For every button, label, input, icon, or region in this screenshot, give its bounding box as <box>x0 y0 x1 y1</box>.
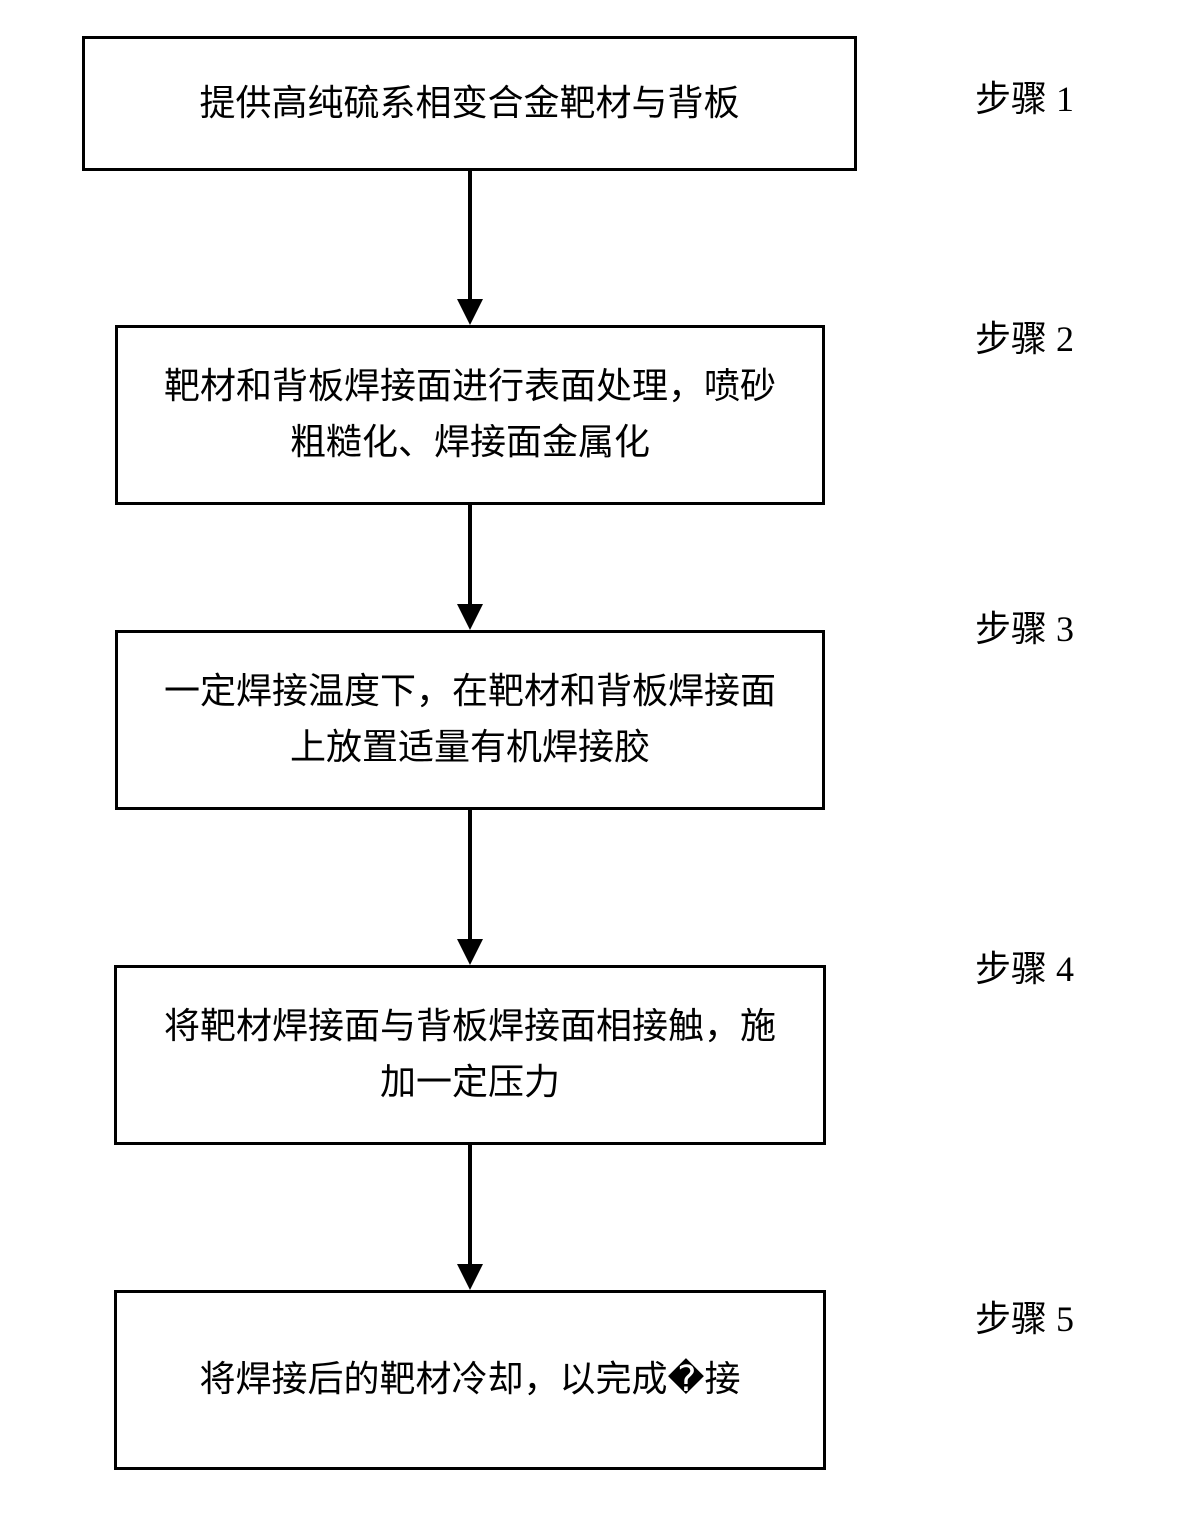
arrow-shaft <box>468 505 472 604</box>
step-label-1: 步骤 1 <box>975 70 1074 122</box>
flow-box-line: 上放置适量有机焊接胶 <box>164 720 776 776</box>
flow-box-line: 加一定压力 <box>164 1055 776 1111</box>
flow-box-step1: 提供高纯硫系相变合金靶材与背板 <box>82 36 857 171</box>
flow-box-line: 一定焊接温度下，在靶材和背板焊接面 <box>164 664 776 720</box>
step-label-5: 步骤 5 <box>975 1290 1074 1342</box>
flow-box-line: 将靶材焊接面与背板焊接面相接触，施 <box>164 999 776 1055</box>
flow-box-line: 粗糙化、焊接面金属化 <box>164 415 776 471</box>
arrow-head-icon <box>457 604 483 630</box>
step-label-2: 步骤 2 <box>975 310 1074 362</box>
arrow-head-icon <box>457 939 483 965</box>
flow-box-line: 靶材和背板焊接面进行表面处理，喷砂 <box>164 359 776 415</box>
step-label-4: 步骤 4 <box>975 940 1074 992</box>
arrow-head-icon <box>457 299 483 325</box>
flow-box-step3: 一定焊接温度下，在靶材和背板焊接面 上放置适量有机焊接胶 <box>115 630 825 810</box>
arrow-shaft <box>468 171 472 299</box>
flow-box-step4: 将靶材焊接面与背板焊接面相接触，施 加一定压力 <box>114 965 826 1145</box>
flow-box-step5: 将焊接后的靶材冷却，以完成�接 <box>114 1290 826 1470</box>
step-label-3: 步骤 3 <box>975 600 1074 652</box>
flow-box-step2: 靶材和背板焊接面进行表面处理，喷砂 粗糙化、焊接面金属化 <box>115 325 825 505</box>
flow-box-line: 将焊接后的靶材冷却，以完成�接 <box>200 1352 741 1408</box>
arrow-head-icon <box>457 1264 483 1290</box>
arrow-shaft <box>468 810 472 939</box>
arrow-shaft <box>468 1145 472 1264</box>
flow-box-line: 提供高纯硫系相变合金靶材与背板 <box>199 76 739 132</box>
